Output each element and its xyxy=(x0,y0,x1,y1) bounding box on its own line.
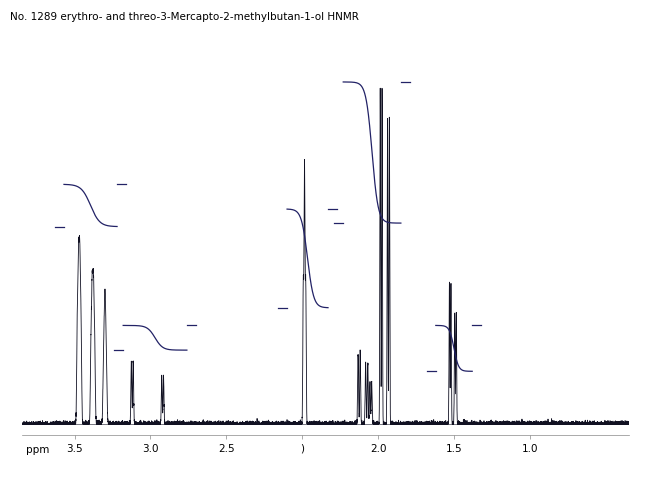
Text: ppm: ppm xyxy=(26,445,49,454)
Text: No. 1289 erythro- and threo-3-Mercapto-2-methylbutan-1-ol HNMR: No. 1289 erythro- and threo-3-Mercapto-2… xyxy=(10,12,359,22)
